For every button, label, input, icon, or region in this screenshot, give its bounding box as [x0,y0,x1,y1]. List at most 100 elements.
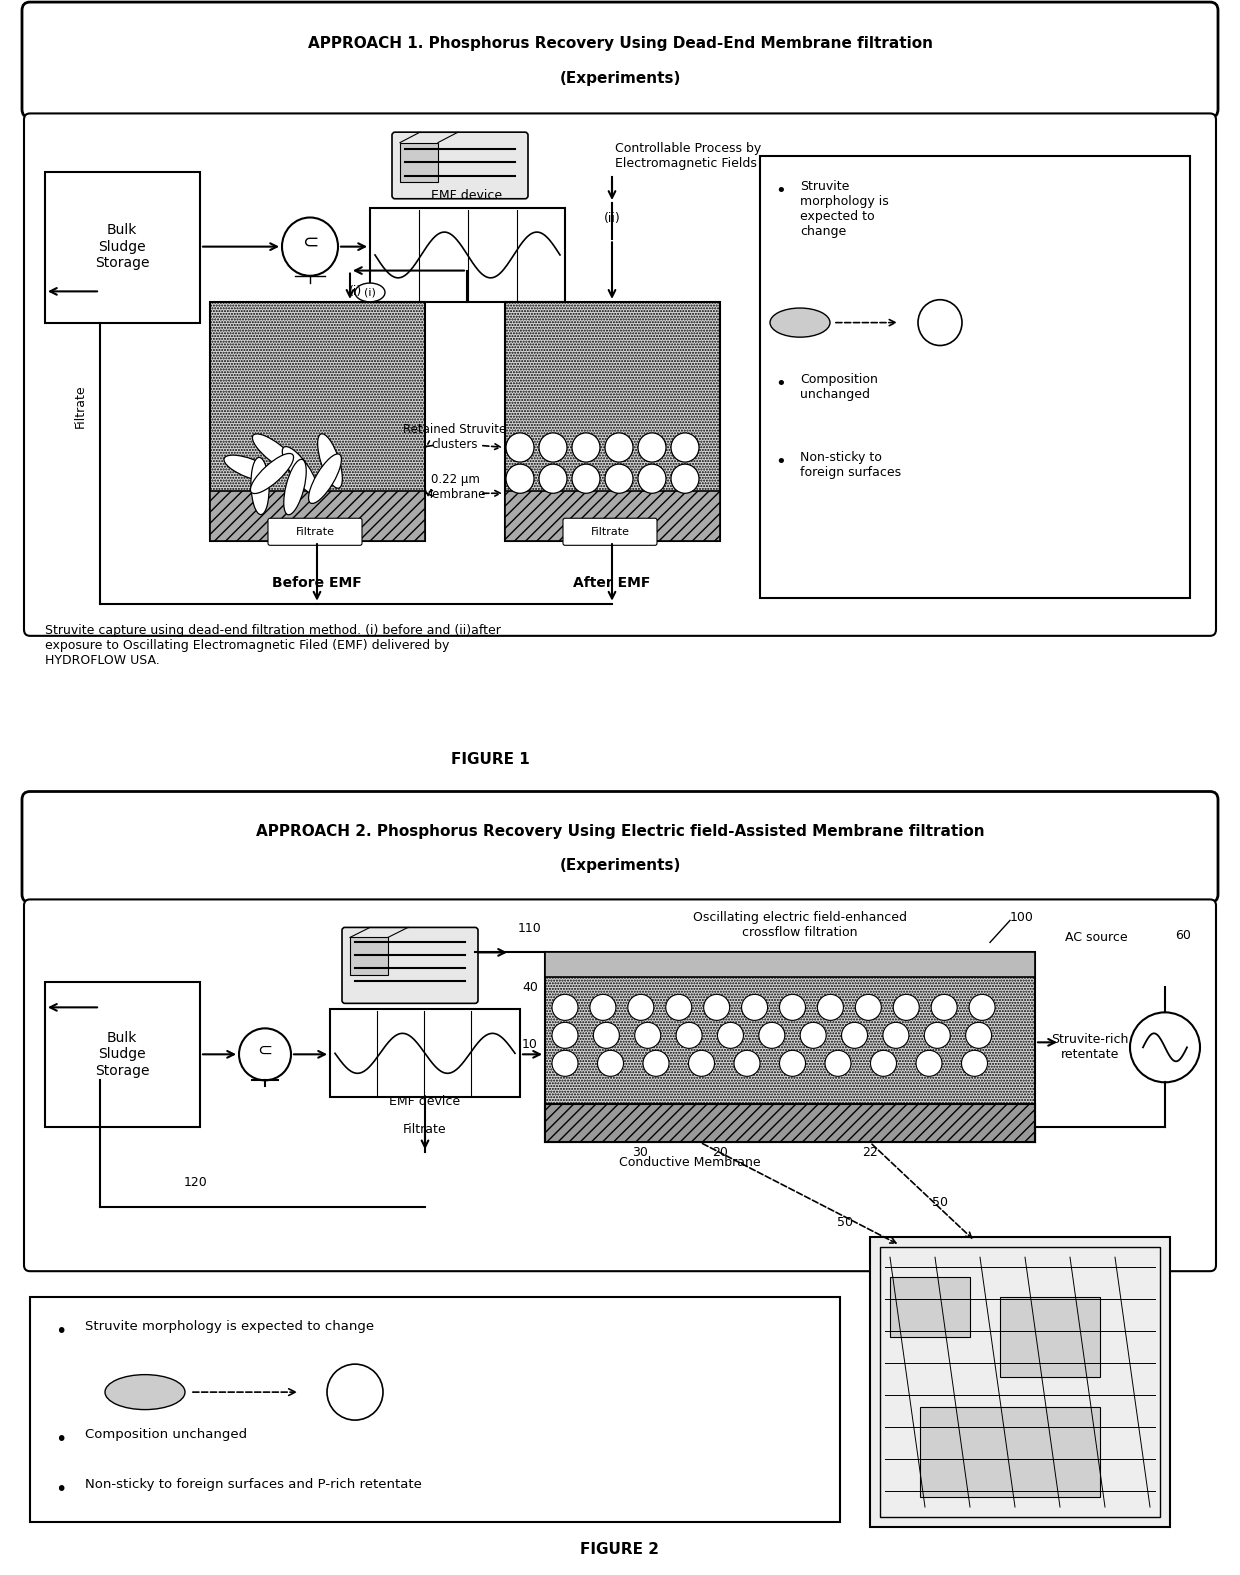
Circle shape [688,1051,714,1076]
Circle shape [590,994,616,1021]
Bar [401,143,438,183]
Text: Non-sticky to foreign surfaces and P-rich retentate: Non-sticky to foreign surfaces and P-ric… [86,1477,422,1492]
Text: Controllable Process by
Electromagnetic Fields: Controllable Process by Electromagnetic … [615,142,761,170]
Circle shape [842,1022,868,1049]
Text: Filtrate: Filtrate [73,384,87,428]
Ellipse shape [284,460,306,515]
Circle shape [970,994,994,1021]
Text: •: • [55,1321,67,1342]
Ellipse shape [105,1375,185,1410]
Text: 30: 30 [632,1145,649,1159]
Circle shape [627,994,653,1021]
Bar [920,1406,1100,1498]
Circle shape [703,994,729,1021]
Circle shape [759,1022,785,1049]
Ellipse shape [309,454,341,504]
Text: 0.22 μm
Membrane: 0.22 μm Membrane [423,472,486,501]
Ellipse shape [253,433,298,471]
Ellipse shape [250,454,294,493]
Text: (i): (i) [348,285,362,298]
Text: 50: 50 [837,1216,853,1228]
Circle shape [506,433,534,461]
Circle shape [639,465,666,493]
Circle shape [644,1051,670,1076]
Circle shape [825,1051,851,1076]
Ellipse shape [283,447,317,495]
Ellipse shape [250,457,269,515]
Bar [760,156,1190,598]
Circle shape [327,1364,383,1421]
Bar [880,1247,1159,1517]
FancyBboxPatch shape [22,792,1218,902]
Circle shape [635,1022,661,1049]
Circle shape [893,994,919,1021]
Circle shape [639,433,666,461]
Circle shape [598,1051,624,1076]
Circle shape [666,994,692,1021]
Text: 60: 60 [1176,929,1190,942]
Bar [505,491,720,542]
Bar [350,937,388,975]
Text: 110: 110 [518,921,542,936]
Bar [370,208,565,302]
Ellipse shape [317,433,342,488]
Text: EMF device: EMF device [432,189,502,202]
Ellipse shape [770,309,830,337]
Circle shape [552,994,578,1021]
Text: ⊂: ⊂ [258,1043,273,1060]
Text: 120: 120 [184,1177,208,1189]
Ellipse shape [224,455,277,482]
Text: •: • [775,183,786,200]
Circle shape [883,1022,909,1049]
Text: APPROACH 2. Phosphorus Recovery Using Electric field-Assisted Membrane filtratio: APPROACH 2. Phosphorus Recovery Using El… [255,824,985,839]
Bar [210,302,425,542]
FancyBboxPatch shape [563,518,657,545]
Text: 100: 100 [1011,910,1034,925]
FancyBboxPatch shape [268,518,362,545]
Circle shape [916,1051,942,1076]
Bar [210,491,425,542]
Text: Filtrate: Filtrate [590,526,630,537]
Text: Non-sticky to
foreign surfaces: Non-sticky to foreign surfaces [800,450,901,479]
Circle shape [552,1022,578,1049]
Text: After EMF: After EMF [573,576,651,589]
FancyBboxPatch shape [22,2,1218,118]
Text: •: • [775,452,786,471]
Text: Filtrate: Filtrate [403,1123,446,1136]
Text: 10: 10 [522,1038,538,1051]
Circle shape [856,994,882,1021]
Text: Composition unchanged: Composition unchanged [86,1429,247,1441]
Circle shape [605,465,632,493]
Circle shape [924,1022,950,1049]
Circle shape [572,465,600,493]
Text: FIGURE 2: FIGURE 2 [580,1542,660,1556]
Text: Struvite-rich
retentate: Struvite-rich retentate [1052,1033,1128,1062]
Text: Bulk
Sludge
Storage: Bulk Sludge Storage [94,1032,149,1077]
Text: Composition
unchanged: Composition unchanged [800,373,878,400]
Bar [546,1104,1035,1142]
Text: •: • [55,1480,67,1499]
Circle shape [539,433,567,461]
Text: Oscillating electric field-enhanced
crossflow filtration: Oscillating electric field-enhanced cros… [693,912,906,939]
Ellipse shape [355,284,384,302]
Bar [45,172,200,323]
Text: APPROACH 1. Phosphorus Recovery Using Dead-End Membrane filtration: APPROACH 1. Phosphorus Recovery Using De… [308,36,932,52]
FancyBboxPatch shape [24,899,1216,1271]
Text: Conductive Membrane: Conductive Membrane [619,1156,761,1169]
Circle shape [671,433,699,461]
Circle shape [572,433,600,461]
Text: AC source: AC source [1065,931,1127,943]
Text: Bulk
Sludge
Storage: Bulk Sludge Storage [94,224,149,269]
Text: Filtrate: Filtrate [295,526,335,537]
Text: (ii): (ii) [604,213,620,225]
Circle shape [506,465,534,493]
Text: ⊂: ⊂ [301,233,319,252]
Text: 40: 40 [522,981,538,994]
Text: EMF device: EMF device [389,1095,460,1107]
Circle shape [539,465,567,493]
Bar [505,302,720,542]
Text: Before EMF: Before EMF [272,576,362,589]
Text: 22: 22 [862,1145,878,1159]
Circle shape [817,994,843,1021]
Bar [45,983,200,1128]
